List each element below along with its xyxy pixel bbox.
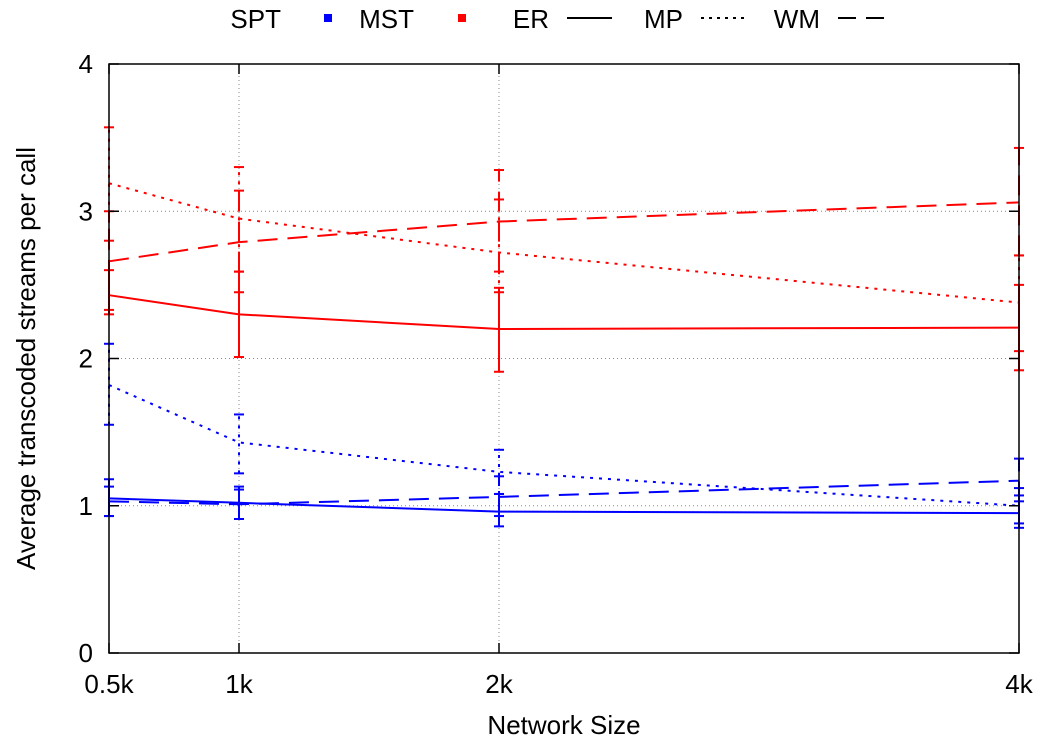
axis-ticks bbox=[108, 63, 1020, 654]
y-tick-label: 3 bbox=[79, 196, 93, 226]
series-2 bbox=[104, 146, 1024, 311]
series-4 bbox=[104, 342, 1024, 525]
legend-label: MST bbox=[359, 4, 414, 34]
tick-labels: 0 1 2 3 4 0.5k 1k 2k 4k bbox=[79, 49, 1034, 699]
y-tick-label: 2 bbox=[79, 344, 93, 374]
x-tick-label: 4k bbox=[1005, 669, 1033, 699]
legend-label: ER bbox=[513, 4, 549, 34]
legend-swatch bbox=[324, 14, 332, 22]
x-axis-title: Network Size bbox=[487, 710, 640, 740]
y-tick-label: 0 bbox=[79, 638, 93, 668]
legend-label: SPT bbox=[230, 4, 281, 34]
series-0 bbox=[104, 269, 1024, 373]
series-line bbox=[108, 182, 1020, 304]
series-5 bbox=[104, 457, 1024, 521]
x-tick-label: 2k bbox=[485, 669, 513, 699]
legend-label: MP bbox=[644, 4, 683, 34]
y-tick-label: 4 bbox=[79, 49, 93, 79]
series-1 bbox=[104, 126, 1024, 353]
series-line bbox=[108, 294, 1020, 331]
legend: SPT MST ER MP WM bbox=[230, 4, 886, 34]
series-line bbox=[108, 479, 1020, 506]
y-tick-label: 1 bbox=[79, 491, 93, 521]
legend-swatch bbox=[458, 14, 466, 22]
x-tick-label: 0.5k bbox=[84, 669, 134, 699]
series-line bbox=[108, 384, 1020, 507]
series-line bbox=[108, 497, 1020, 515]
x-tick-label: 1k bbox=[225, 669, 253, 699]
series-line bbox=[108, 201, 1020, 263]
y-axis-title: Average transcoded streams per call bbox=[11, 147, 41, 570]
series-layer bbox=[104, 126, 1024, 529]
legend-label: WM bbox=[774, 4, 820, 34]
grid-lines bbox=[109, 64, 1019, 653]
